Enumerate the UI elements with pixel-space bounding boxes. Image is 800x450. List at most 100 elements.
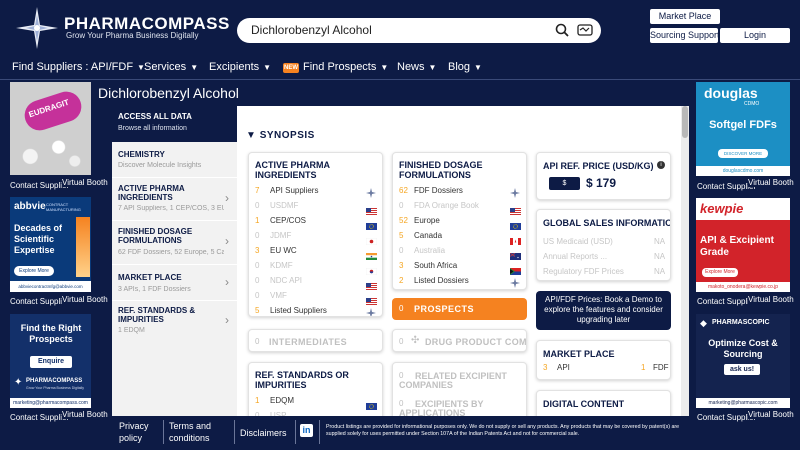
menu-item-finished-dosage-formulations[interactable]: FINISHED DOSAGE FORMULATIONS 62 FDF Doss… xyxy=(112,221,237,261)
api-row[interactable]: 0 NDC API xyxy=(249,273,382,290)
digital-content-card[interactable]: DIGITAL CONTENT xyxy=(536,390,671,416)
virtual-booth-link[interactable]: Virtual Booth xyxy=(748,410,794,419)
api-row[interactable]: 1 CEP/COS xyxy=(249,213,382,230)
fdf-row[interactable]: 0 Australia xyxy=(393,243,526,260)
fdf-row[interactable]: 62 FDF Dossiers xyxy=(393,183,526,198)
pharmacompass-logo-icon[interactable] xyxy=(14,6,60,50)
virtual-booth-link[interactable]: Virtual Booth xyxy=(62,178,108,187)
fdf-label[interactable]: FDF Dossiers xyxy=(414,186,463,195)
sales-row[interactable]: US Medicaid (USD) NA xyxy=(537,234,670,249)
menu-item-chemistry[interactable]: CHEMISTRY Discover Molecule Insights xyxy=(112,142,237,176)
pharmacompass-ad[interactable]: Find the Right Prospects Enquire now! ✦ … xyxy=(10,314,91,408)
terms-link[interactable]: Terms and conditions xyxy=(169,421,212,443)
ref-row[interactable]: 1 EDQM xyxy=(249,393,382,410)
api-label[interactable]: VMF xyxy=(270,291,287,300)
contact-supplier-link[interactable]: Contact Supplier xyxy=(10,297,70,306)
global-sales-card[interactable]: GLOBAL SALES INFORMATION US Medicaid (US… xyxy=(536,209,671,281)
fdf-card[interactable]: FINISHED DOSAGE FORMULATIONS 62 FDF Dossi… xyxy=(392,152,527,290)
eudragit-ad[interactable]: EUDRAGIT xyxy=(10,82,91,175)
douglas-url[interactable]: douglascdmo.com xyxy=(696,166,790,176)
virtual-booth-link[interactable]: Virtual Booth xyxy=(62,410,108,419)
ref-label[interactable]: EDQM xyxy=(270,396,294,405)
ref-row[interactable]: 0 USP xyxy=(249,408,382,416)
menu-item-active-pharma-ingredients[interactable]: ACTIVE PHARMA INGREDIENTS 7 API Supplier… xyxy=(112,178,237,218)
api-label[interactable]: API Suppliers xyxy=(270,186,319,195)
intermediates-card[interactable]: 0 INTERMEDIATES xyxy=(248,329,383,352)
disclaimers-link[interactable]: Disclaimers xyxy=(240,428,287,438)
kewpie-ad[interactable]: kewpie API & Excipient Grade Explore Mor… xyxy=(696,198,790,292)
scrollbar-thumb[interactable] xyxy=(682,106,688,138)
virtual-booth-link[interactable]: Virtual Booth xyxy=(748,178,794,187)
handshake-icon[interactable] xyxy=(577,23,593,37)
api-row[interactable]: 7 API Suppliers xyxy=(249,183,382,198)
market-place-button[interactable]: Market Place xyxy=(650,9,720,24)
contact-supplier-link[interactable]: Contact Supplier xyxy=(10,181,70,190)
menu-item-access-all-data[interactable]: ACCESS ALL DATA Browse all information xyxy=(112,106,237,142)
market-api-label[interactable]: API xyxy=(557,363,570,372)
fdf-label[interactable]: Australia xyxy=(414,246,446,255)
fdf-row[interactable]: 0 FDA Orange Book xyxy=(393,198,526,215)
search-value[interactable]: Dichlorobenzyl Alcohol xyxy=(251,23,372,37)
fdf-row[interactable]: 5 Canada xyxy=(393,228,526,245)
menu-item-ref-standards[interactable]: REF. STANDARDS & IMPURITIES 1 EDQM › xyxy=(112,301,237,341)
pharmascopic-ad[interactable]: ◆ PHARMASCOPIC Optimize Cost & Sourcing … xyxy=(696,314,790,408)
virtual-booth-link[interactable]: Virtual Booth xyxy=(62,295,108,304)
api-row[interactable]: 5 Listed Suppliers xyxy=(249,303,382,316)
contact-supplier-link[interactable]: Contact Supplier xyxy=(697,297,757,306)
contact-supplier-link[interactable]: Contact Supplier xyxy=(697,413,757,422)
douglas-discover-button[interactable]: DISCOVER MORE xyxy=(718,149,768,158)
market-fdf-label[interactable]: FDF xyxy=(653,363,669,372)
sales-row[interactable]: Regulatory FDF Prices NA xyxy=(537,264,670,279)
fdf-label[interactable]: Europe xyxy=(414,216,440,225)
sourcing-support-button[interactable]: Sourcing Support xyxy=(650,28,720,43)
api-label[interactable]: USDMF xyxy=(270,201,299,210)
virtual-booth-link[interactable]: Virtual Booth xyxy=(748,295,794,304)
fdf-row[interactable]: 3 South Africa xyxy=(393,258,526,275)
synopsis-heading[interactable]: ▼ SYNOPSIS xyxy=(246,130,315,141)
search-icon[interactable] xyxy=(555,23,569,37)
drug-product-card[interactable]: 0 ✣ DRUG PRODUCT COMP... xyxy=(392,329,527,352)
scrollbar[interactable] xyxy=(681,106,689,416)
nav-blog[interactable]: Blog ▼ xyxy=(448,61,482,73)
privacy-policy-link[interactable]: Privacy policy xyxy=(119,421,149,443)
api-label[interactable]: Listed Suppliers xyxy=(270,306,327,315)
api-card[interactable]: ACTIVE PHARMA INGREDIENTS 7 API Suppliers… xyxy=(248,152,383,317)
abbvie-url[interactable]: abbviecontractmfg@abbvie.com xyxy=(10,281,91,292)
douglas-ad[interactable]: douglas CDMO Softgel FDFs DISCOVER MORE … xyxy=(696,82,790,176)
pc-email[interactable]: marketing@pharmacompass.com xyxy=(10,398,91,408)
pc-enquire-button[interactable]: Enquire now! xyxy=(30,356,72,377)
kewpie-email[interactable]: makoto_onodera@kewpie.co.jp xyxy=(696,282,790,292)
ps-email[interactable]: marketing@pharmascopic.com xyxy=(696,398,790,408)
prospects-button[interactable]: 0 PROSPECTS xyxy=(392,298,527,320)
api-label[interactable]: JDMF xyxy=(270,231,292,240)
fdf-label[interactable]: South Africa xyxy=(414,261,458,270)
fdf-label[interactable]: Listed Dossiers xyxy=(414,276,469,285)
ps-ask-button[interactable]: ask us! xyxy=(724,364,760,375)
nav-find-suppliers[interactable]: Find Suppliers : API/FDF ▼ xyxy=(12,61,145,73)
api-label[interactable]: KDMF xyxy=(270,261,293,270)
sales-row[interactable]: Annual Reports ... NA xyxy=(537,249,670,264)
api-row[interactable]: 0 VMF xyxy=(249,288,382,305)
menu-item-market-place[interactable]: MARKET PLACE 3 APIs, 1 FDF Dossiers › xyxy=(112,265,237,299)
kewpie-explore-button[interactable]: Explore More xyxy=(702,268,738,277)
abbvie-explore-button[interactable]: Explore More xyxy=(14,266,54,276)
api-row[interactable]: 3 EU WC xyxy=(249,243,382,260)
info-icon[interactable]: i xyxy=(657,161,665,169)
abbvie-ad[interactable]: abbvie CONTRACT MANUFACTURING Decades of… xyxy=(10,197,91,292)
fdf-label[interactable]: FDA Orange Book xyxy=(414,201,479,210)
search-input[interactable]: Dichlorobenzyl Alcohol xyxy=(237,18,601,43)
fdf-label[interactable]: Canada xyxy=(414,231,443,240)
linkedin-icon[interactable]: in xyxy=(300,424,313,437)
fdf-row[interactable]: 2 Listed Dossiers xyxy=(393,273,526,288)
nav-excipients[interactable]: Excipients ▼ xyxy=(209,61,272,73)
ref-label[interactable]: USP xyxy=(270,411,287,416)
contact-supplier-link[interactable]: Contact Supplier xyxy=(10,413,70,422)
api-label[interactable]: NDC API xyxy=(270,276,303,285)
api-label[interactable]: EU WC xyxy=(270,246,297,255)
api-row[interactable]: 0 KDMF xyxy=(249,258,382,276)
api-row[interactable]: 0 JDMF xyxy=(249,228,382,246)
api-price-card[interactable]: API REF. PRICE (USD/KG) i $ $ 179 xyxy=(536,152,671,200)
excipients-card[interactable]: 0 RELATED EXCIPIENT COMPANIES 0 EXCIPIEN… xyxy=(392,362,527,416)
login-button[interactable]: Login xyxy=(720,28,790,43)
market-place-card[interactable]: MARKET PLACE 3 API 1 FDF xyxy=(536,340,671,380)
